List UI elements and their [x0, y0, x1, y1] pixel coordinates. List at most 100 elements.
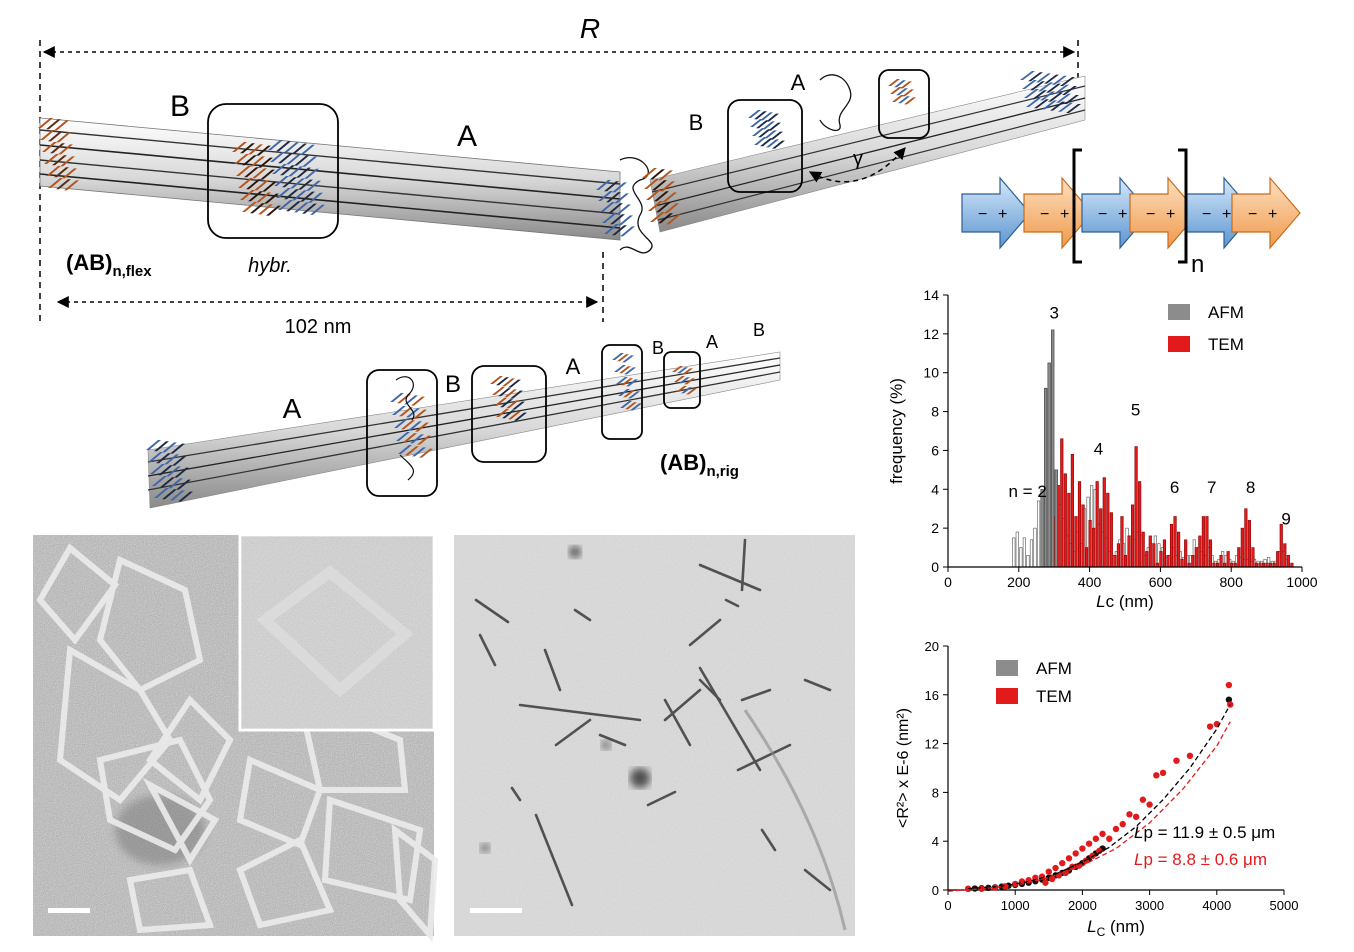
- legend-label: TEM: [1036, 687, 1072, 706]
- tem-point: [1146, 801, 1153, 808]
- charge-minus: −: [1202, 206, 1211, 223]
- r-label: R: [580, 13, 600, 44]
- tem-bar: [1173, 516, 1177, 568]
- y-tick-label: 12: [923, 326, 939, 342]
- tem-bar: [1141, 531, 1145, 568]
- y-tick-label: 12: [925, 737, 939, 752]
- rig-bundle: [146, 351, 781, 509]
- legend-swatch: [996, 688, 1018, 704]
- rig-b3-label: B: [753, 320, 765, 340]
- rig-b1-label: B: [445, 371, 461, 398]
- filament: [803, 678, 832, 692]
- origami-polygon: [321, 795, 424, 904]
- tem-bar: [1060, 438, 1064, 568]
- filament: [698, 563, 762, 592]
- tem-bar: [1198, 535, 1202, 568]
- tem-point: [1085, 840, 1093, 847]
- filament: [688, 618, 722, 647]
- gamma-arc: [808, 147, 906, 183]
- tem-point: [1072, 850, 1079, 857]
- tem-point: [1045, 868, 1053, 875]
- flex-a-label: A: [457, 120, 477, 153]
- filament: [518, 703, 642, 722]
- flex-b-label: B: [170, 90, 190, 123]
- x-tick-label: 600: [1149, 574, 1173, 590]
- y-tick-label: 16: [925, 688, 939, 703]
- x-tick-label: 0: [944, 898, 951, 913]
- rig-name: (AB)n,rig: [660, 450, 739, 480]
- tem-point: [1159, 769, 1167, 777]
- y-axis-label: <R²> x E-6 (nm²): [895, 708, 912, 828]
- y-tick-label: 4: [931, 481, 939, 497]
- tem-bar: [1279, 523, 1283, 568]
- x-axis-label: LC (nm): [1087, 917, 1145, 939]
- origami-polygon: [145, 695, 234, 805]
- tem-bar: [1208, 539, 1213, 568]
- tem-bar: [1138, 481, 1142, 568]
- origami-polygon: [56, 645, 174, 804]
- tem-bar: [1081, 504, 1085, 568]
- scale-bar-right: [470, 908, 522, 913]
- tem-bar: [1219, 555, 1223, 568]
- origami-polygon: [96, 736, 214, 854]
- charge-minus: −: [1098, 206, 1107, 223]
- afm-bar: [1015, 531, 1019, 568]
- rig-a3-label: A: [706, 332, 718, 352]
- filament: [698, 678, 722, 702]
- afm-bar: [1026, 555, 1030, 568]
- y-tick-label: 8: [931, 404, 939, 420]
- charge-minus: −: [1146, 206, 1155, 223]
- tem-bar: [1194, 547, 1198, 568]
- afm-bar: [1054, 469, 1058, 568]
- afm-bar: [1012, 537, 1016, 568]
- tem-point: [1173, 757, 1180, 764]
- filament: [478, 633, 497, 667]
- gamma-label: γ: [853, 148, 863, 170]
- peak-label: 3: [1049, 303, 1058, 322]
- tem-bar: [1201, 516, 1205, 568]
- tem-bar: [1095, 481, 1099, 568]
- tem-bar: [1205, 516, 1209, 568]
- tem-bar: [1177, 531, 1181, 568]
- x-tick-label: 5000: [1270, 898, 1299, 913]
- tem-bar: [1102, 477, 1106, 568]
- tem-bar: [1084, 547, 1089, 568]
- tem-bar: [1251, 547, 1255, 568]
- tem-bar: [1152, 543, 1156, 568]
- afm-bar: [1047, 362, 1051, 568]
- origami-polygon: [142, 777, 220, 866]
- charge-plus: +: [1166, 206, 1175, 223]
- peak-label: 7: [1207, 478, 1216, 497]
- tem-bar: [1067, 492, 1071, 568]
- x-tick-label: 0: [944, 574, 952, 590]
- y-tick-label: 10: [923, 365, 939, 381]
- filament: [740, 688, 772, 702]
- tem-bar: [1276, 551, 1280, 568]
- filament: [803, 868, 832, 892]
- legend-label: AFM: [1208, 303, 1244, 322]
- peak-label: n = 2: [1009, 482, 1047, 501]
- afm-bar: [1029, 539, 1034, 568]
- afm-bar: [1022, 537, 1026, 568]
- tem-point: [1099, 830, 1106, 838]
- orange-arrow: [1129, 176, 1199, 250]
- x-tick-label: 2000: [1068, 898, 1097, 913]
- blue-arrow: [961, 176, 1031, 250]
- tem-bar: [1088, 520, 1092, 568]
- micrograph-right: [454, 535, 855, 936]
- rig-box-4: [663, 351, 701, 409]
- construct-diagram: − + − + − + − + − + − +: [961, 176, 1301, 250]
- legend-swatch: [1168, 336, 1190, 352]
- tem-bar: [1148, 535, 1152, 568]
- tem-point: [1153, 772, 1160, 779]
- hybr-label: hybr.: [248, 255, 292, 277]
- y-tick-label: 6: [931, 442, 939, 458]
- y-tick-label: 2: [931, 520, 939, 536]
- legend-label: TEM: [1208, 335, 1244, 354]
- filament: [663, 698, 692, 747]
- charge-minus: −: [1248, 206, 1257, 223]
- x-tick-label: 400: [1078, 574, 1102, 590]
- filament: [646, 790, 677, 807]
- tem-bar: [1159, 551, 1163, 568]
- filament: [510, 786, 522, 802]
